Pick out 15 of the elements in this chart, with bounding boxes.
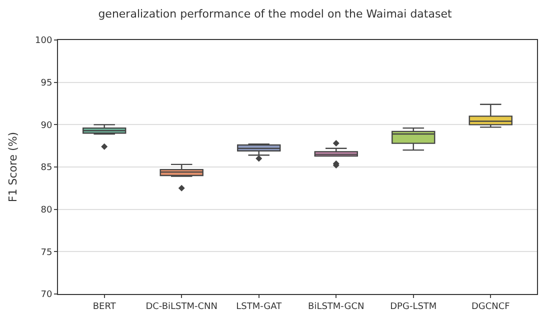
- x-tick-label: DGCNCF: [471, 302, 510, 312]
- x-tick-label: DPG-LSTM: [390, 302, 437, 312]
- x-tick-label: BiLSTM-GCN: [308, 302, 364, 312]
- x-tick-label: BERT: [92, 302, 116, 312]
- y-axis-title: F1 Score (%): [6, 132, 20, 202]
- y-tick-label: 95: [40, 78, 52, 88]
- y-tick-label: 90: [40, 120, 52, 131]
- y-tick-label: 75: [40, 248, 52, 258]
- y-tick-label: 85: [40, 163, 52, 174]
- chart-title: generalization performance of the model on the Waimai dataset: [98, 7, 452, 20]
- x-tick-label: DC-BiLSTM-CNN: [146, 302, 218, 312]
- y-tick-label: 100: [35, 36, 52, 46]
- y-tick-label: 70: [40, 290, 52, 300]
- x-tick-label: LSTM-GAT: [236, 302, 282, 312]
- y-tick-label: 80: [40, 205, 52, 216]
